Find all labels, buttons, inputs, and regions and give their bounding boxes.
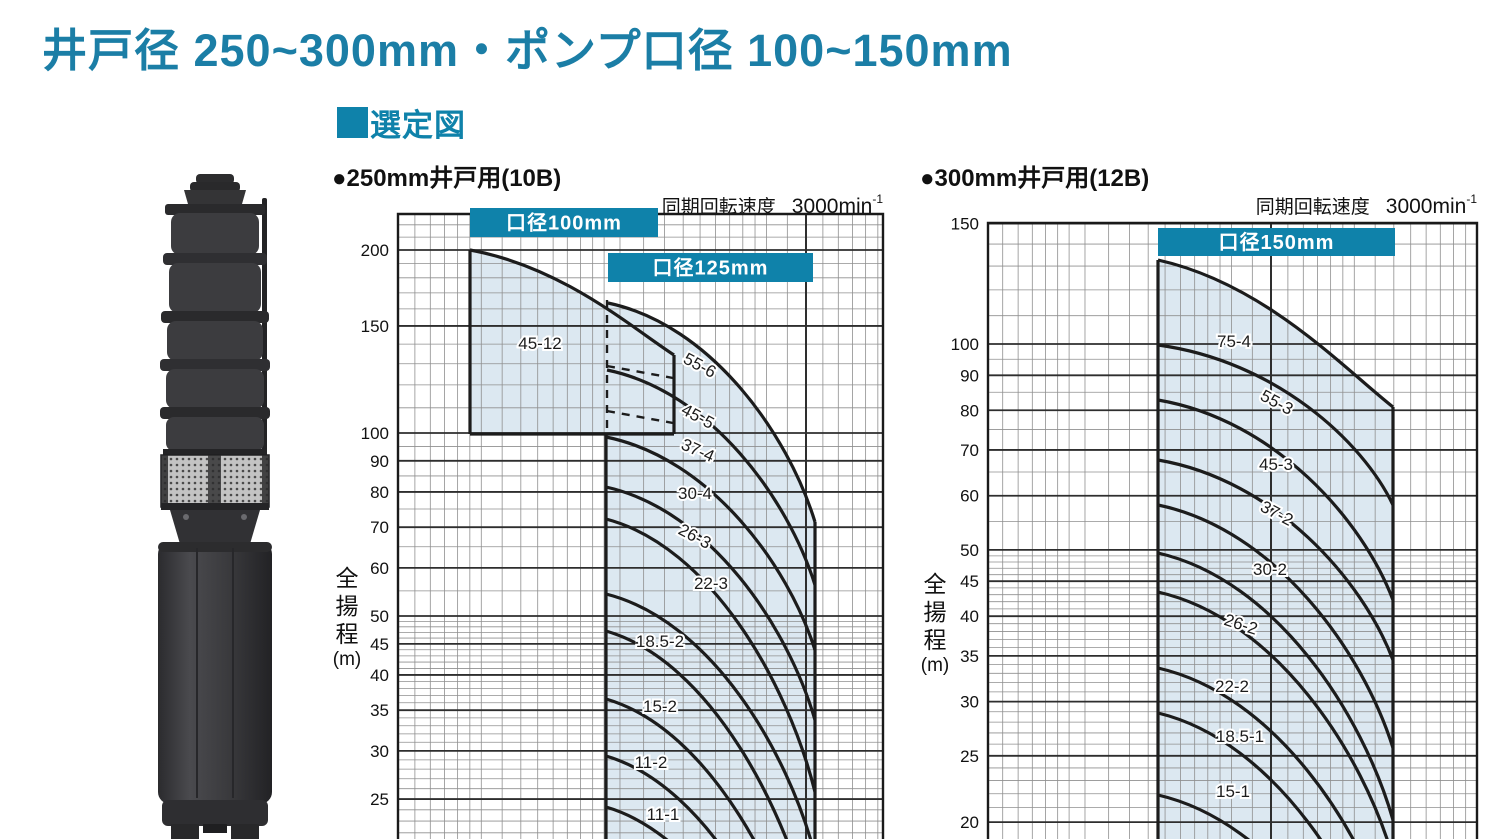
- y-tick-label: 200: [361, 241, 389, 260]
- head-axis-label-250: 全揚程 (m): [328, 564, 366, 672]
- pump-curve-37-2: [1157, 503, 1395, 749]
- pump-curve-26-2: [1157, 590, 1389, 839]
- pump-curve-45-5: [606, 368, 817, 586]
- axis-label-char: 揚: [923, 599, 947, 625]
- chart-250mm-heading: ●250mm井戸用(10B): [332, 165, 562, 192]
- pump-curve-15-1: [1157, 793, 1250, 839]
- curve-label: 11-2: [635, 753, 668, 772]
- pump-curve-18.5-2: [605, 629, 789, 839]
- y-tick-label: 150: [951, 215, 979, 234]
- y-tick-label: 80: [960, 401, 979, 420]
- curve-label: 15-1: [1216, 782, 1250, 801]
- y-tick-label: 35: [370, 701, 389, 720]
- y-tick-label: 25: [370, 790, 389, 809]
- y-tick-label: 100: [361, 424, 389, 443]
- curve-label: 45-12: [518, 334, 561, 353]
- axis-label-char: 程: [923, 627, 947, 653]
- curve-label: 45-3: [1259, 455, 1293, 474]
- pump-curve-18.5-1: [1157, 711, 1323, 839]
- section-title: 選定図: [370, 108, 466, 143]
- pump-curve-45-12: [469, 248, 675, 357]
- head-axis-label-300: 全揚程 (m): [916, 570, 954, 678]
- pump-curve-15-2: [605, 697, 756, 839]
- y-tick-label: 20: [960, 813, 979, 832]
- axis-label-char: 揚: [335, 593, 359, 619]
- bore-banner-label: 口径150mm: [1219, 230, 1335, 254]
- y-tick-label: 50: [370, 607, 389, 626]
- y-tick-label: 30: [960, 693, 979, 712]
- chart-300mm-heading: ●300mm井戸用(12B): [920, 165, 1150, 192]
- chart-300mm-speed: 同期回転速度 3000min-1: [1154, 192, 1477, 219]
- axis-label-char: 全: [923, 571, 947, 597]
- pump-curve-37-4: [605, 435, 817, 651]
- pump-curve-22-3: [605, 592, 813, 839]
- curve-label: 18.5-2: [636, 632, 684, 651]
- curve-label: 11-1: [647, 805, 680, 824]
- y-tick-label: 50: [960, 541, 979, 560]
- y-tick-label: 70: [370, 518, 389, 537]
- pump-curve-30-2: [1157, 551, 1395, 821]
- bore-banner: [608, 253, 813, 282]
- axis-label-char: 全: [335, 565, 359, 591]
- y-tick-label: 40: [370, 666, 389, 685]
- y-tick-label: 40: [960, 607, 979, 626]
- speed-label: 同期回転速度: [1255, 197, 1370, 218]
- y-tick-label: 90: [370, 452, 389, 471]
- bore-banner: [470, 208, 658, 237]
- y-tick-label: 90: [960, 366, 979, 385]
- axis-label-char: (m): [332, 649, 362, 670]
- curve-label: 22-3: [694, 574, 728, 593]
- curve-label: 22-2: [1215, 677, 1249, 696]
- pump-curve-75-4: [1157, 343, 1395, 506]
- pump-curve-55-3: [1157, 398, 1395, 601]
- bore-banner-label: 口径125mm: [653, 256, 769, 280]
- chart-250mm-well: 2001501009080706050454035302545-1255-645…: [361, 208, 885, 839]
- y-tick-label: 80: [370, 483, 389, 502]
- pump-curve-22-2: [1157, 666, 1355, 839]
- curve-label: 75-4: [1217, 332, 1251, 351]
- section-marker-icon: [337, 107, 368, 138]
- y-tick-label: 45: [960, 572, 979, 591]
- curve-label: 30-4: [678, 484, 712, 503]
- section-header: 選定図: [337, 100, 466, 145]
- pump-curve-11-1: [605, 805, 669, 839]
- pump-curve-26-3: [605, 517, 817, 793]
- pump-curve-55-6: [607, 301, 817, 523]
- page-title: 井戸径 250~300mm・ポンプ口径 100~150mm: [42, 25, 1013, 76]
- pump-curve-11-2: [605, 754, 718, 839]
- curve-label: 18.5-1: [1216, 727, 1264, 746]
- pump-illustration: [158, 174, 272, 839]
- chart-300mm-well: 150100908070605045403530252075-455-345-3…: [951, 215, 1479, 839]
- speed-value: 3000min-1: [1385, 192, 1477, 218]
- pump-curve-30-4: [605, 485, 817, 721]
- axis-label-char: (m): [920, 655, 950, 676]
- speed-label: 同期回転速度: [661, 197, 776, 218]
- y-tick-label: 45: [370, 635, 389, 654]
- y-tick-label: 25: [960, 747, 979, 766]
- curve-label: 15-2: [643, 697, 677, 716]
- y-tick-label: 30: [370, 742, 389, 761]
- pump-curve-envelope: [1157, 258, 1394, 409]
- axis-label-char: 程: [335, 621, 359, 647]
- speed-value: 3000min-1: [791, 192, 883, 218]
- y-tick-label: 70: [960, 441, 979, 460]
- chart-250mm-speed: 同期回転速度 3000min-1: [560, 192, 883, 219]
- y-tick-label: 60: [370, 559, 389, 578]
- bore-banner: [1158, 228, 1395, 256]
- y-tick-label: 150: [361, 317, 389, 336]
- bore-banner-label: 口径100mm: [506, 211, 622, 235]
- pump-curve-45-3: [1157, 458, 1395, 661]
- y-tick-label: 100: [951, 335, 979, 354]
- curve-label: 30-2: [1253, 560, 1287, 579]
- y-tick-label: 60: [960, 487, 979, 506]
- y-tick-label: 35: [960, 647, 979, 666]
